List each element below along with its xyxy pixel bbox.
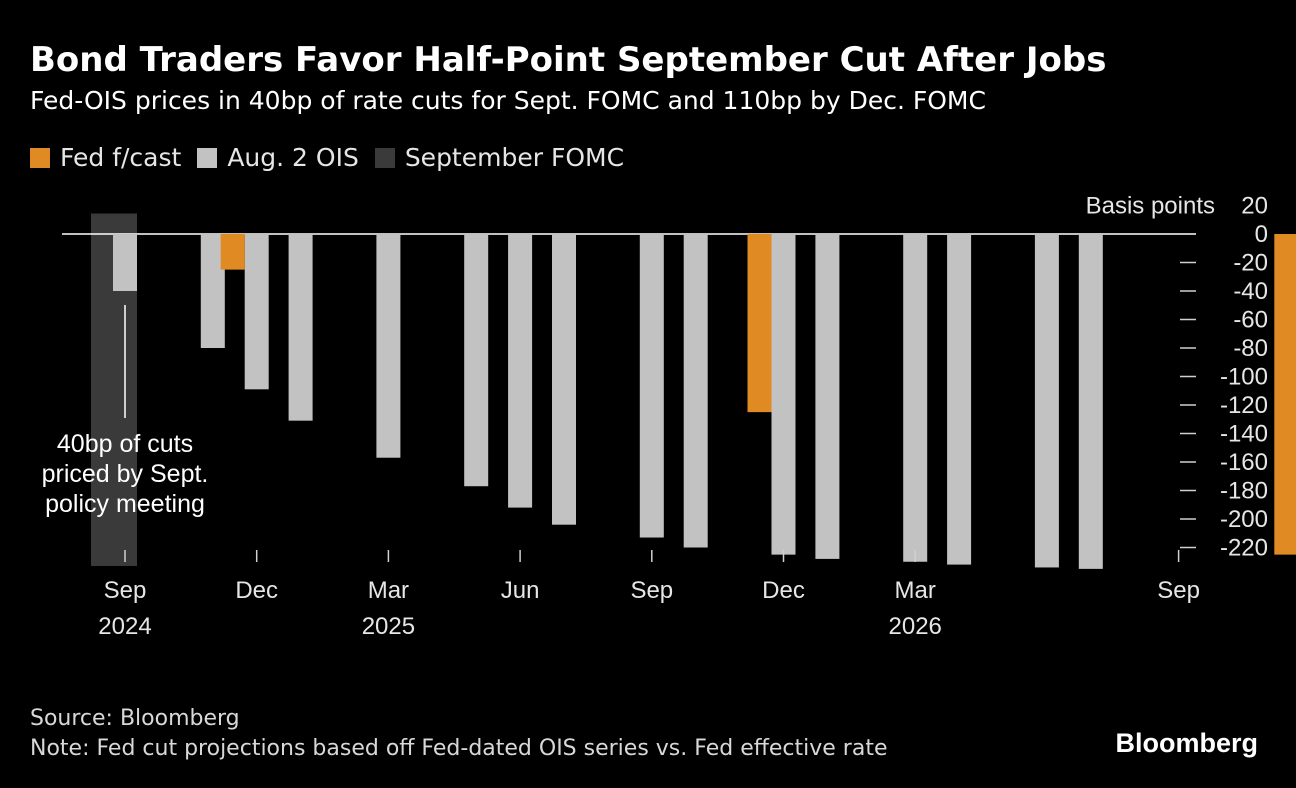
legend-item-september-fomc: September FOMC (374, 143, 625, 172)
legend-swatch (374, 147, 395, 168)
ois-bar (464, 234, 489, 487)
ois-bar (903, 234, 928, 562)
x-tick-year-label: 2025 (362, 613, 415, 640)
ois-bar (1034, 234, 1059, 568)
fed-forecast-bar (220, 234, 245, 270)
ois-bar (376, 234, 401, 458)
ois-bar (683, 234, 708, 548)
y-tick-label: -60 (1233, 307, 1268, 334)
y-tick-label: -180 (1220, 478, 1268, 505)
bloomberg-logo: Bloomberg (1115, 728, 1258, 758)
legend-label: Aug. 2 OIS (227, 143, 359, 172)
ois-bar (1078, 234, 1103, 569)
ois-bar (508, 234, 533, 508)
x-tick-label: Jun (501, 577, 540, 604)
chart-title: Bond Traders Favor Half-Point September … (30, 40, 1107, 80)
annotation-text: priced by Sept. (42, 460, 209, 488)
ois-bar (244, 234, 269, 390)
y-tick-label: 20 (1241, 193, 1268, 220)
ois-bar (947, 234, 972, 565)
x-tick-label: Sep (630, 577, 673, 604)
y-tick-label: -220 (1220, 535, 1268, 562)
x-tick-year-label: 2026 (889, 613, 942, 640)
y-tick-label: -20 (1233, 250, 1268, 277)
y-tick-label: -140 (1220, 421, 1268, 448)
legend: Fed f/cast Aug. 2 OIS September FOMC (30, 143, 640, 172)
legend-item-ois: Aug. 2 OIS (197, 143, 359, 172)
y-tick-label: -100 (1220, 364, 1268, 391)
y-tick-label: -200 (1220, 506, 1268, 533)
annotation-text: policy meeting (45, 490, 205, 518)
x-tick-label: Sep (1157, 577, 1200, 604)
ois-bar (288, 234, 313, 421)
y-tick-label: -40 (1233, 278, 1268, 305)
bar-chart: 200-20-40-60-80-100-120-140-160-180-200-… (42, 193, 1296, 640)
legend-label: September FOMC (404, 143, 625, 172)
annotation-text: 40bp of cuts (57, 430, 193, 458)
ois-bar (771, 234, 796, 555)
ois-bar (552, 234, 576, 525)
x-tick-label: Mar (368, 577, 409, 604)
y-tick-label: 0 (1255, 221, 1268, 248)
legend-swatch (30, 147, 50, 168)
y-tick-label: -80 (1233, 335, 1268, 362)
legend-swatch (197, 147, 218, 168)
footnote: Note: Fed cut projections based off Fed-… (30, 736, 888, 761)
x-tick-label: Mar (895, 577, 936, 604)
y-axis-label: Basis points (1086, 193, 1215, 220)
x-tick-label: Dec (235, 577, 278, 604)
ois-bar (815, 234, 840, 559)
source-note: Source: Bloomberg (30, 706, 240, 731)
chart-subtitle: Fed-OIS prices in 40bp of rate cuts for … (30, 86, 986, 115)
ois-bar (639, 234, 664, 538)
y-tick-label: -120 (1220, 392, 1268, 419)
x-tick-label: Dec (762, 577, 805, 604)
ois-bar (113, 234, 137, 291)
y-tick-label: -160 (1220, 449, 1268, 476)
legend-label: Fed f/cast (60, 143, 182, 172)
legend-item-fed-forecast: Fed f/cast (30, 143, 181, 172)
fed-forecast-bar (1274, 234, 1296, 555)
x-tick-year-label: 2024 (98, 613, 151, 640)
x-tick-label: Sep (104, 577, 147, 604)
fed-forecast-bar (747, 234, 772, 413)
